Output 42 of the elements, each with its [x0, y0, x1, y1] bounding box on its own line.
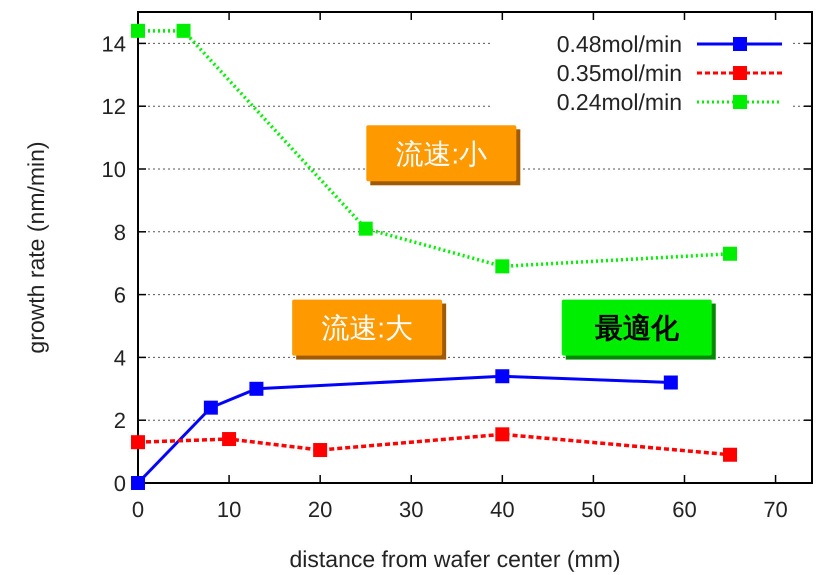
legend-label: 0.24mol/min — [556, 89, 682, 115]
y-tick-label: 4 — [114, 345, 126, 370]
annotation: 流速:大 — [292, 300, 446, 360]
x-axis-title: distance from wafer center (mm) — [289, 546, 621, 572]
x-tick-label: 70 — [763, 497, 788, 522]
point — [222, 432, 236, 446]
x-tick-label: 20 — [308, 497, 332, 522]
annotation: 流速:小 — [395, 138, 488, 170]
x-tick-label: 40 — [490, 497, 515, 522]
y-tick-label: 10 — [102, 157, 126, 182]
x-tick-label: 60 — [672, 497, 697, 522]
point — [723, 448, 738, 462]
annotation: 最適化 — [594, 312, 680, 344]
legend-label: 0.48mol/min — [556, 31, 682, 57]
point — [176, 24, 191, 38]
legend-label: 0.35mol/min — [556, 60, 682, 86]
x-tick-label: 30 — [399, 497, 424, 522]
y-tick-label: 12 — [102, 94, 126, 120]
point — [358, 222, 373, 236]
y-tick-label: 0 — [114, 471, 126, 496]
point — [249, 382, 264, 396]
point — [495, 427, 510, 442]
y-axis-title: growth rate (nm/min) — [23, 141, 49, 354]
point — [664, 376, 678, 390]
annotation: 最適化 — [562, 300, 716, 360]
point — [131, 24, 145, 38]
y-tick-label: 2 — [114, 408, 126, 434]
y-tick-label: 8 — [114, 220, 126, 245]
x-tick-label: 10 — [216, 497, 242, 522]
point — [131, 476, 145, 490]
point — [495, 259, 510, 274]
point — [495, 369, 510, 384]
point — [723, 246, 738, 261]
x-tick-label: 0 — [132, 497, 144, 522]
point — [131, 435, 145, 450]
y-tick-label: 6 — [114, 282, 126, 308]
annotation: 流速:小 — [366, 125, 520, 186]
point — [204, 400, 218, 415]
annotation: 流速:大 — [321, 312, 414, 344]
y-tick-label: 14 — [102, 31, 126, 56]
x-tick-label: 50 — [581, 497, 606, 522]
point — [313, 443, 328, 458]
